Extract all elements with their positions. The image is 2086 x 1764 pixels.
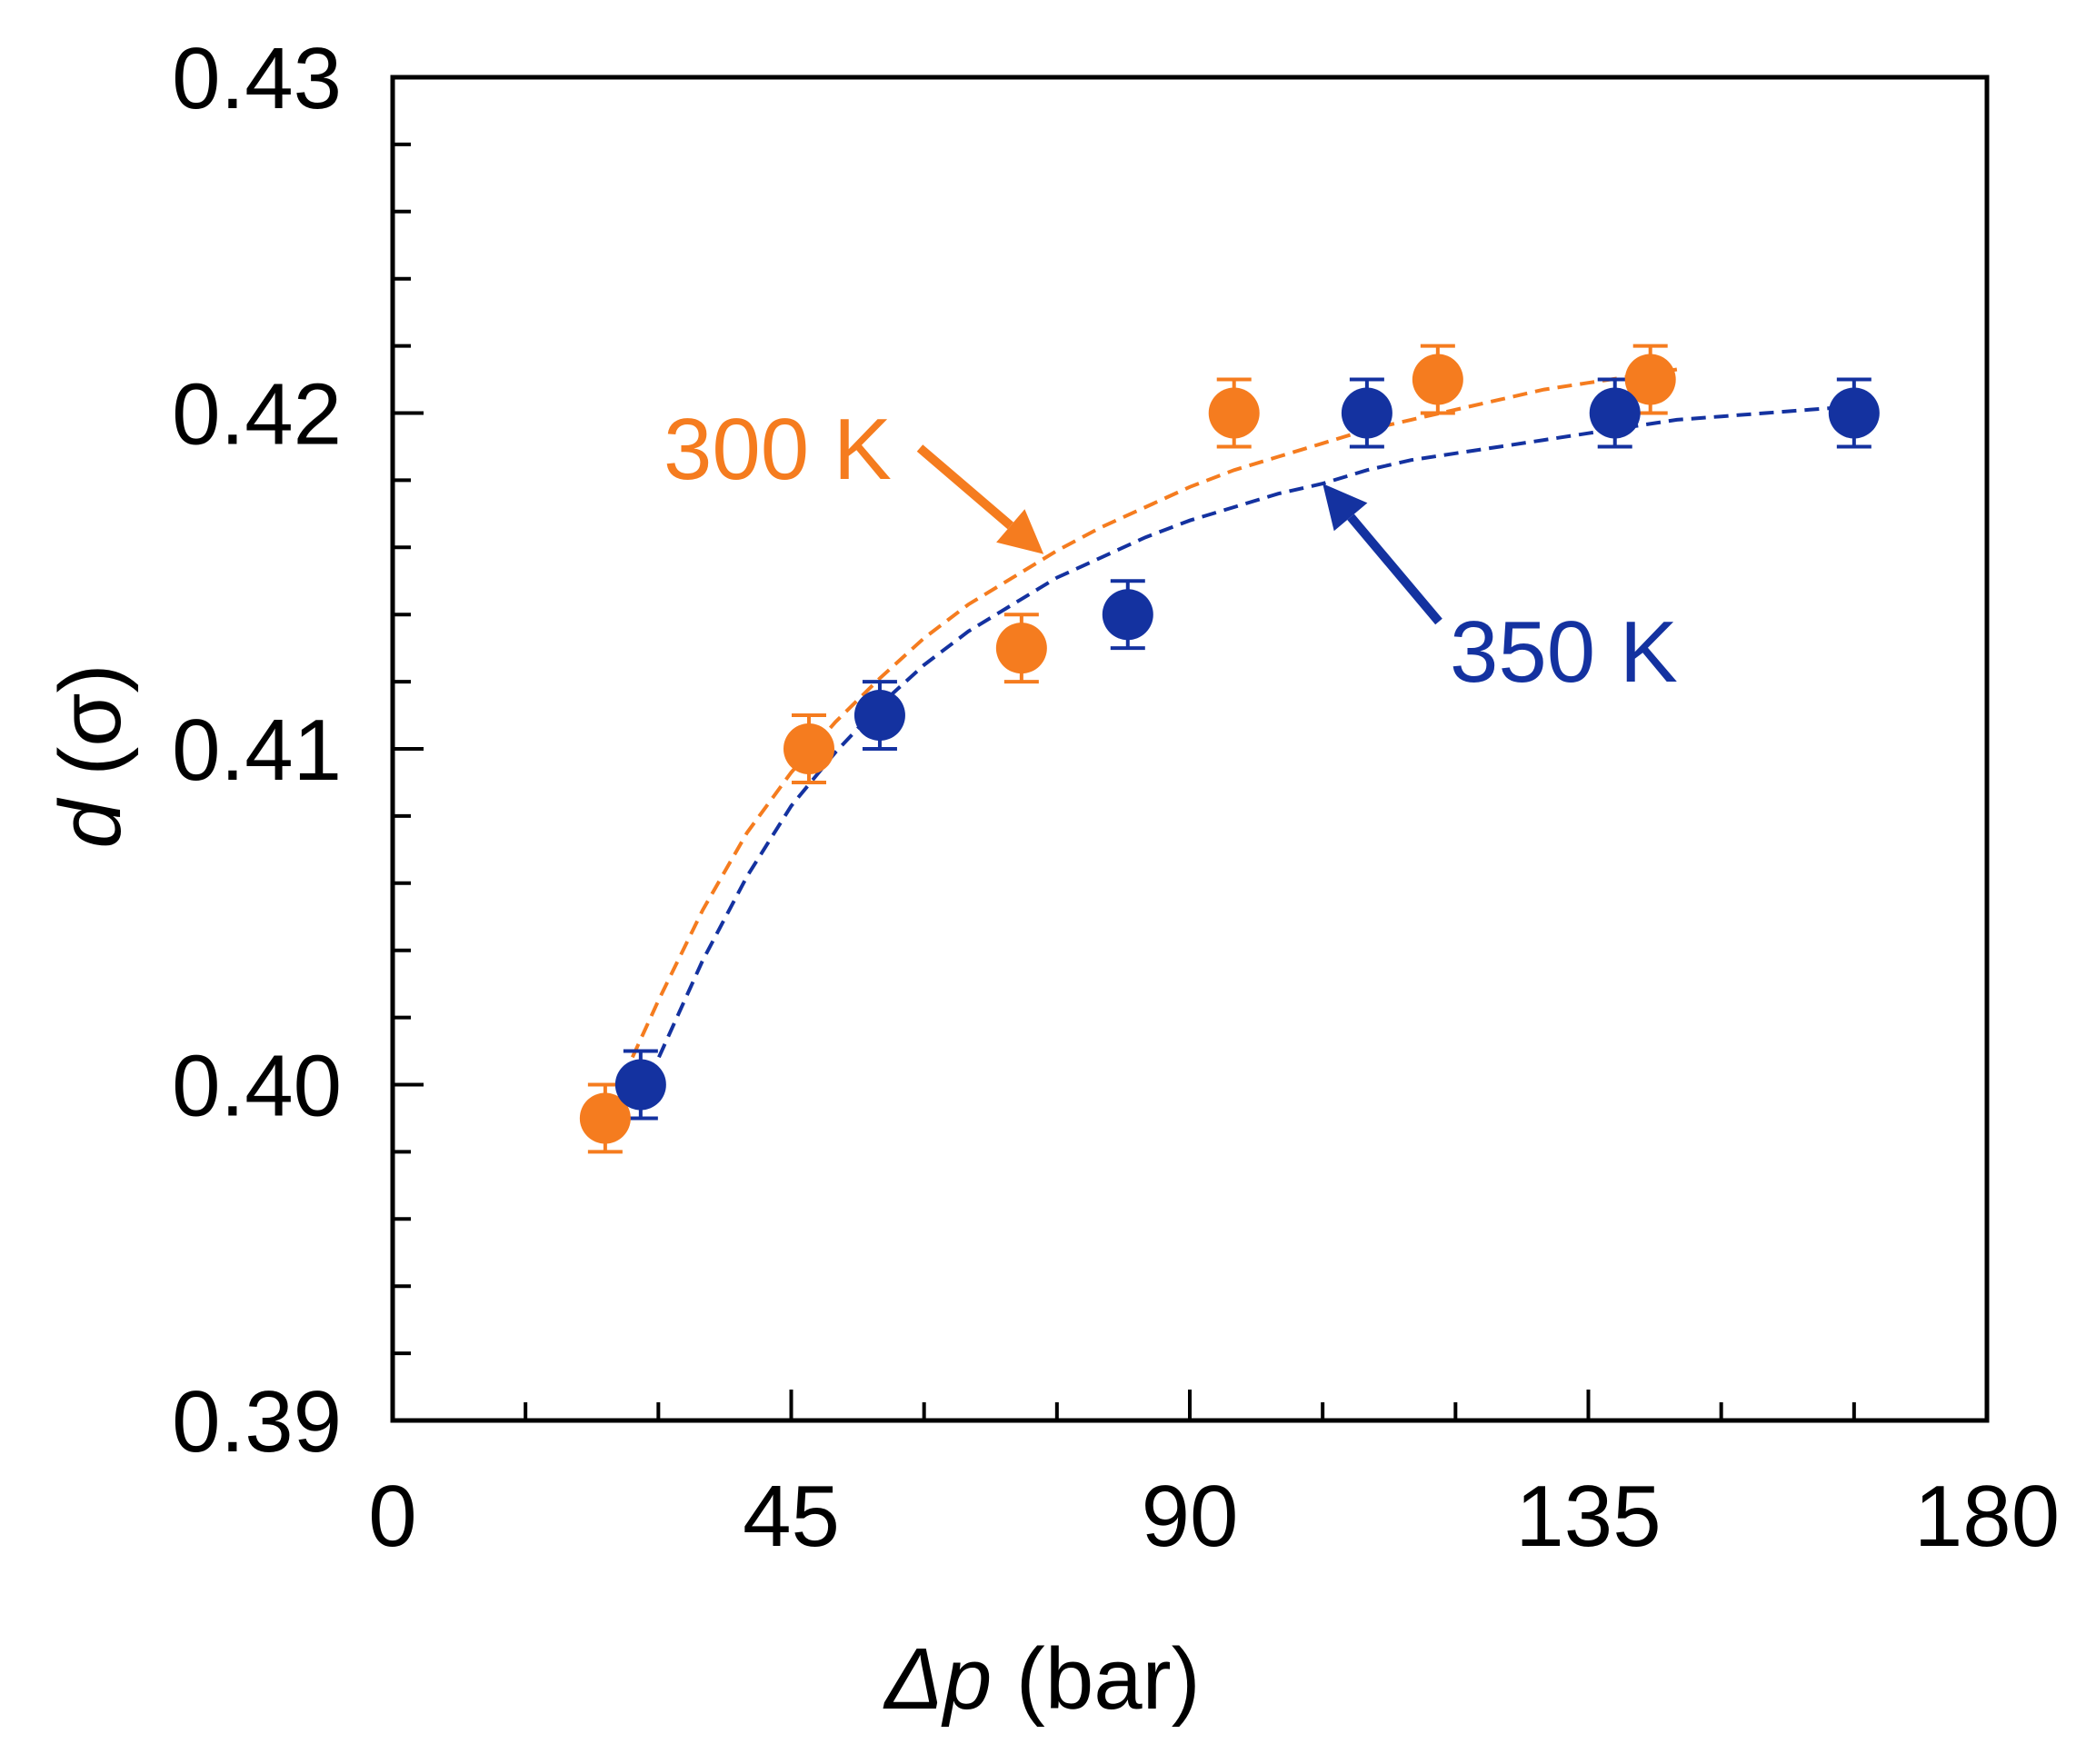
y-tick-label: 0.39: [172, 1373, 342, 1470]
x-axis-unit: (bar): [992, 1630, 1200, 1728]
y-axis-title: d (σ): [42, 663, 139, 848]
annotation-arrow-shaft: [1347, 513, 1442, 625]
x-tick-label: 180: [1914, 1468, 2060, 1565]
series-label: 300 K: [664, 401, 892, 498]
fit-curve: [647, 404, 1854, 1079]
x-tick-label: 90: [1142, 1468, 1239, 1565]
x-axis-title: Δp (bar): [883, 1630, 1200, 1728]
x-axis-var: Δp: [883, 1630, 992, 1728]
x-tick-label: 135: [1515, 1468, 1661, 1565]
series-label: 350 K: [1450, 603, 1678, 701]
data-point: [1208, 387, 1260, 439]
x-tick-label: 0: [368, 1468, 416, 1565]
data-point: [995, 623, 1047, 674]
data-point: [1624, 354, 1676, 405]
data-point: [1589, 387, 1641, 439]
x-tick-label: 45: [743, 1468, 840, 1565]
y-axis-unit: (σ): [42, 663, 139, 800]
data-point: [1102, 589, 1153, 641]
annotation-arrow-head: [996, 509, 1044, 554]
x-axis: 0 45 90 135 180: [368, 1390, 2060, 1565]
data-point: [1341, 387, 1392, 439]
data-point: [853, 690, 905, 742]
y-tick-label: 0.42: [172, 366, 342, 463]
plot-frame: [390, 75, 1990, 1423]
fit-curves: [621, 367, 1854, 1079]
y-axis: 0.39 0.40 0.41 0.42 0.43: [172, 30, 424, 1470]
y-tick-label: 0.40: [172, 1038, 342, 1135]
data-point: [1828, 387, 1880, 439]
y-tick-label: 0.43: [172, 30, 342, 127]
fit-curve: [621, 367, 1678, 1079]
annotation-arrow-shaft: [916, 444, 1014, 530]
data-point: [579, 1092, 631, 1144]
data-point: [614, 1059, 666, 1111]
annotations: 300 K 350 K: [664, 401, 1678, 701]
data-points: [579, 354, 1880, 1144]
y-axis-var: d: [42, 798, 139, 849]
annotation-arrow-head: [1322, 483, 1368, 532]
data-point: [1412, 354, 1463, 405]
data-point: [783, 723, 834, 774]
y-tick-label: 0.41: [172, 702, 342, 799]
